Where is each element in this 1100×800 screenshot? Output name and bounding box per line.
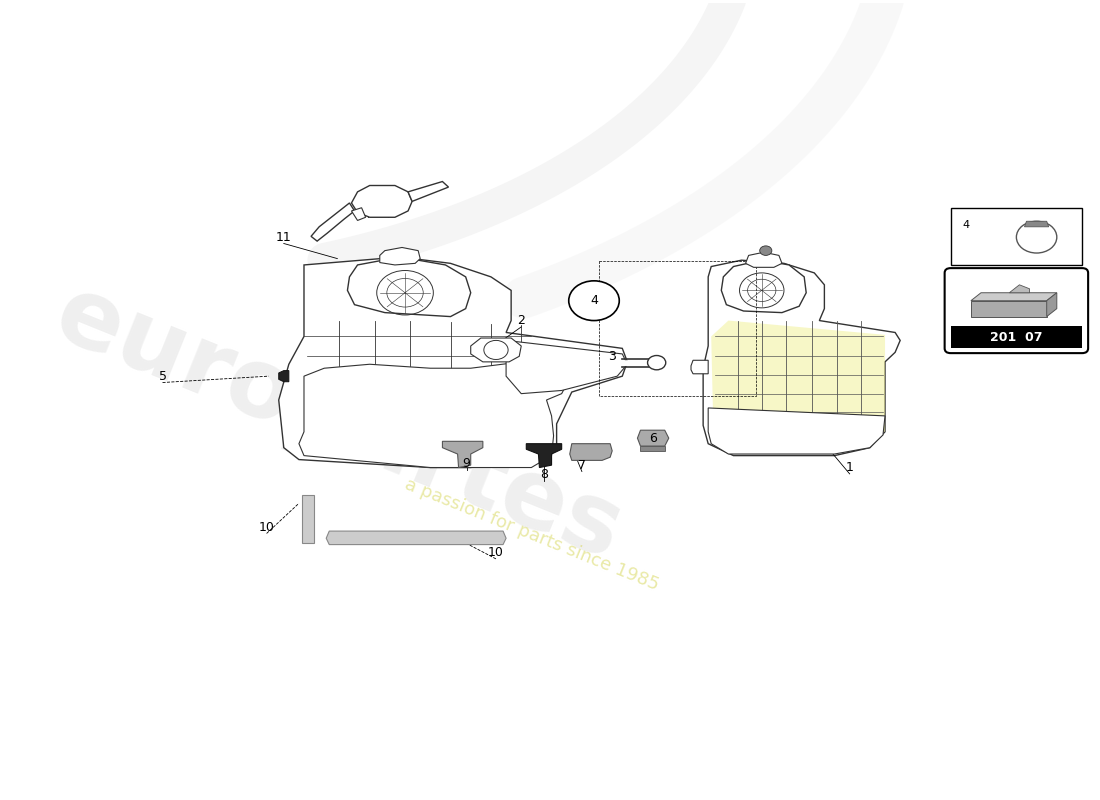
- Text: 4: 4: [962, 220, 970, 230]
- Polygon shape: [1024, 222, 1048, 227]
- Text: 2: 2: [517, 314, 525, 327]
- Polygon shape: [471, 338, 521, 362]
- Polygon shape: [526, 444, 562, 467]
- Polygon shape: [311, 203, 354, 241]
- Text: a passion for parts since 1985: a passion for parts since 1985: [402, 476, 661, 594]
- Circle shape: [648, 355, 666, 370]
- Text: 9: 9: [463, 457, 471, 470]
- Polygon shape: [691, 360, 708, 374]
- Polygon shape: [570, 444, 613, 460]
- Text: 3: 3: [608, 350, 616, 363]
- Text: 1: 1: [846, 461, 854, 474]
- Text: 11: 11: [276, 230, 292, 244]
- Polygon shape: [327, 531, 506, 545]
- FancyBboxPatch shape: [945, 268, 1088, 353]
- Text: 4: 4: [590, 294, 598, 307]
- Polygon shape: [506, 341, 627, 394]
- Polygon shape: [379, 247, 420, 265]
- Polygon shape: [352, 186, 412, 218]
- Polygon shape: [703, 260, 900, 456]
- Text: 8: 8: [540, 468, 549, 481]
- Polygon shape: [352, 208, 365, 221]
- Polygon shape: [971, 293, 1057, 301]
- Polygon shape: [637, 430, 669, 446]
- Text: 7: 7: [578, 458, 586, 472]
- Polygon shape: [708, 408, 886, 454]
- Text: 6: 6: [649, 432, 657, 445]
- Circle shape: [569, 281, 619, 321]
- Polygon shape: [278, 370, 289, 382]
- Polygon shape: [408, 182, 449, 202]
- Polygon shape: [640, 446, 664, 451]
- Polygon shape: [746, 252, 782, 267]
- Text: 201  07: 201 07: [990, 330, 1043, 344]
- Polygon shape: [971, 301, 1047, 317]
- Polygon shape: [442, 442, 483, 467]
- Polygon shape: [722, 260, 806, 313]
- Text: 10: 10: [488, 546, 504, 559]
- Polygon shape: [348, 257, 471, 317]
- Polygon shape: [302, 495, 315, 543]
- Text: europartes: europartes: [42, 268, 637, 580]
- Text: 10: 10: [258, 521, 275, 534]
- Polygon shape: [278, 257, 627, 467]
- Text: 5: 5: [158, 370, 166, 382]
- Polygon shape: [712, 321, 886, 432]
- Polygon shape: [1010, 285, 1030, 293]
- Polygon shape: [299, 362, 570, 467]
- Polygon shape: [1047, 293, 1057, 317]
- Circle shape: [760, 246, 772, 255]
- FancyBboxPatch shape: [950, 208, 1082, 265]
- Bar: [950, 326, 1082, 348]
